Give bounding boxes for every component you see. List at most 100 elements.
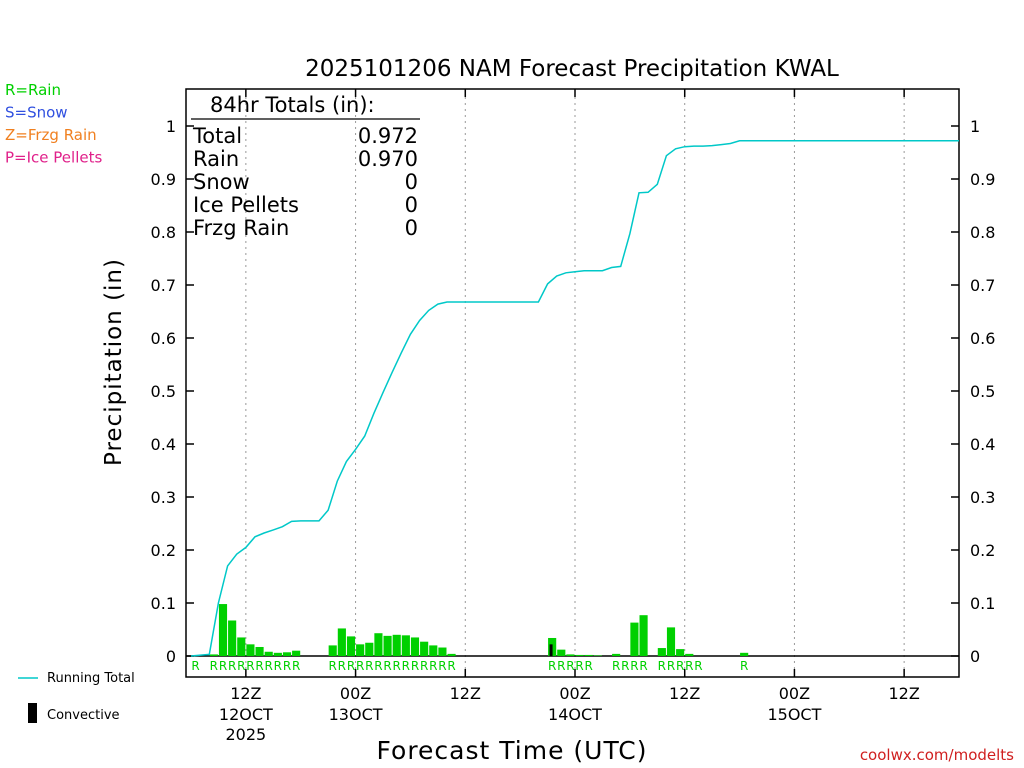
precip-type-marker: R	[429, 659, 437, 673]
totals-row-label: Rain	[193, 147, 239, 171]
totals-row-label: Total	[192, 124, 242, 148]
convective-bar	[549, 644, 553, 656]
precip-type-legend-item: Z=Frzg Rain	[5, 126, 97, 144]
precip-type-marker: R	[740, 659, 748, 673]
precip-type-marker: R	[676, 659, 684, 673]
precip-type-marker: R	[685, 659, 693, 673]
rain-bar	[337, 628, 346, 656]
precip-type-marker: R	[402, 659, 410, 673]
y-tick-label-right: 0.4	[970, 435, 995, 454]
rain-bars	[209, 604, 749, 656]
precip-type-marker: R	[575, 659, 583, 673]
y-tick-label-left: 0.4	[151, 435, 176, 454]
y-axis-label: Precipitation (in)	[101, 258, 127, 466]
totals-row-value: 0.970	[358, 147, 418, 171]
x-tick-date: 13OCT	[329, 705, 383, 724]
convective-legend-swatch	[28, 703, 37, 723]
totals-row-value: 0	[405, 170, 418, 194]
rain-bar	[639, 615, 648, 656]
y-tick-label-right: 0.5	[970, 382, 995, 401]
rain-bar	[237, 637, 246, 656]
plot-frame	[185, 88, 960, 678]
rain-bar	[246, 644, 255, 656]
convective-legend-label: Convective	[47, 708, 120, 723]
precip-type-marker: R	[420, 659, 428, 673]
y-tick-label-left: 0.7	[151, 276, 176, 295]
precip-type-marker: R	[237, 659, 245, 673]
rain-bar	[383, 635, 392, 656]
rain-bar	[740, 652, 749, 656]
y-tick-label-right: 0	[970, 647, 980, 666]
x-axis-label: Forecast Time (UTC)	[377, 736, 648, 765]
rain-bar	[392, 634, 401, 656]
running-total-legend-label: Running Total	[47, 671, 135, 686]
precip-type-marker: R	[191, 659, 199, 673]
rain-bar	[292, 650, 301, 656]
rain-bar	[438, 647, 447, 656]
precip-type-marker: R	[356, 659, 364, 673]
rain-bar	[209, 654, 218, 656]
rain-bar	[630, 622, 639, 656]
precip-type-marker: R	[219, 659, 227, 673]
rain-bar	[666, 627, 676, 656]
y-tick-label-left: 0.6	[151, 329, 176, 348]
precip-type-marker: R	[438, 659, 446, 673]
y-tick-label-right: 0.7	[970, 276, 995, 295]
y-tick-label-left: 0.1	[151, 594, 176, 613]
precip-type-marker: R	[447, 659, 455, 673]
precip-type-marker: R	[393, 659, 401, 673]
rain-bar	[365, 642, 374, 656]
y-tick-label-right: 1	[970, 117, 980, 136]
precip-type-marker: R	[639, 659, 647, 673]
y-tick-label-left: 0	[166, 647, 176, 666]
precip-type-marker: R	[292, 659, 300, 673]
x-tick-label: 00Z	[559, 684, 590, 703]
precip-type-marker: R	[228, 659, 236, 673]
y-axis-left: 0 0.1 0.2 0.3 0.4 0.5 0.6 0.7 0.8 0.9 1	[151, 117, 194, 666]
rain-bar	[657, 648, 666, 656]
precip-type-marker: R	[329, 659, 337, 673]
x-tick-label: 12Z	[450, 684, 481, 703]
totals-row-label: Ice Pellets	[193, 193, 299, 217]
precip-type-marker: R	[374, 659, 382, 673]
precip-type-marker: R	[411, 659, 419, 673]
precip-type-marker: R	[612, 659, 620, 673]
rain-bar	[410, 637, 420, 656]
rain-bar	[575, 654, 584, 656]
y-tick-label-right: 0.9	[970, 170, 995, 189]
precip-type-marker: R	[246, 659, 254, 673]
precip-type-marker: R	[274, 659, 282, 673]
precip-type-marker: R	[338, 659, 346, 673]
precip-type-marker: R	[557, 659, 565, 673]
x-tick-label: 12Z	[230, 684, 261, 703]
rain-bar	[264, 651, 273, 656]
precip-type-marker: R	[658, 659, 666, 673]
y-tick-label-right: 0.8	[970, 223, 995, 242]
y-tick-label-left: 0.3	[151, 488, 176, 507]
rain-bar	[228, 620, 237, 656]
rain-bar	[273, 652, 282, 656]
rain-bar	[584, 654, 593, 656]
precip-type-legend: R=Rain S=Snow Z=Frzg Rain P=Ice Pellets	[5, 81, 102, 167]
precip-type-marker: R	[694, 659, 702, 673]
precip-type-marker: R	[255, 659, 263, 673]
rain-bar	[401, 635, 410, 656]
rain-bar	[282, 652, 292, 656]
precip-type-marker: R	[621, 659, 629, 673]
rain-bar	[566, 654, 575, 656]
y-tick-label-left: 1	[166, 117, 176, 136]
totals-row-value: 0	[405, 216, 418, 240]
totals-row-value: 0.972	[358, 124, 418, 148]
precip-type-marker: R	[365, 659, 373, 673]
totals-row-label: Frzg Rain	[193, 216, 289, 240]
x-tick-label: 12Z	[888, 684, 919, 703]
rain-bar	[255, 646, 264, 656]
vertical-gridlines	[245, 91, 905, 675]
series-legend: Running Total Convective	[18, 671, 135, 723]
x-tick-date: 15OCT	[767, 705, 821, 724]
x-tick-label: 00Z	[779, 684, 810, 703]
rain-bar	[356, 644, 365, 656]
precip-type-marker: R	[210, 659, 218, 673]
y-tick-label-left: 0.2	[151, 541, 176, 560]
